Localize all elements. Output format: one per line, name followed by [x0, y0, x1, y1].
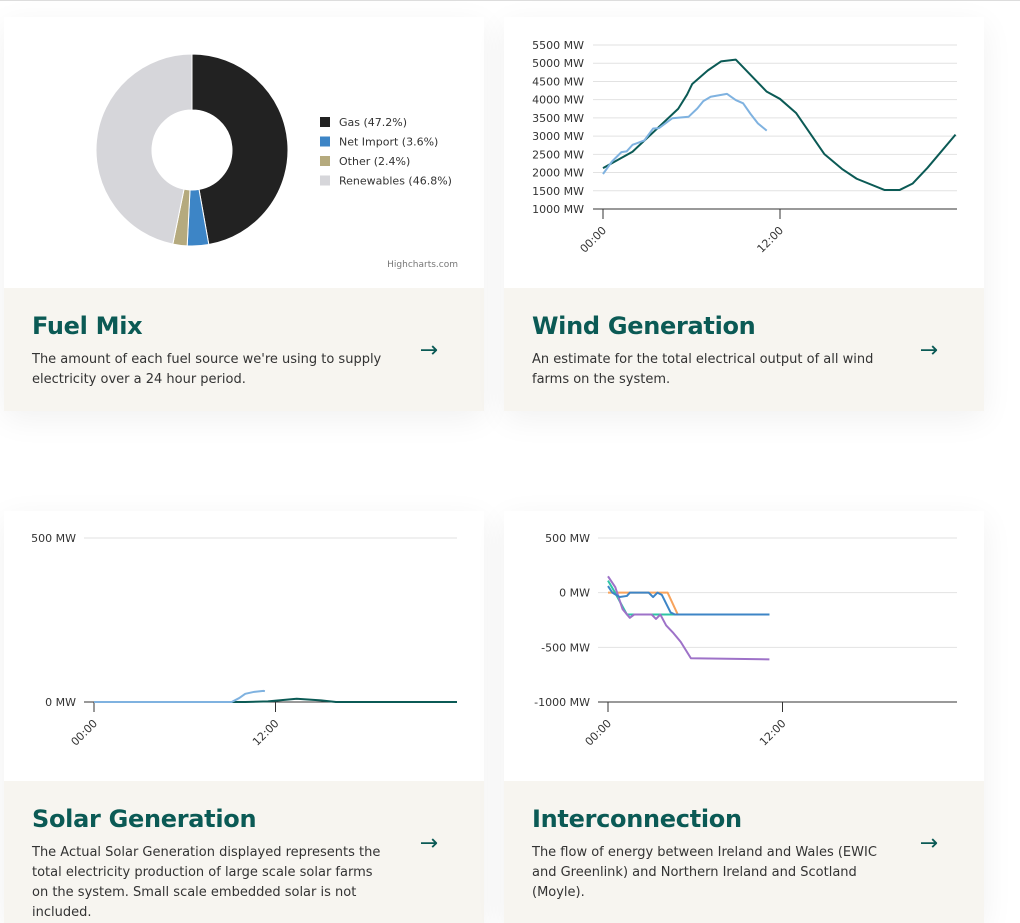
legend-swatch: [320, 117, 330, 127]
y-tick-label: 3000 MW: [532, 130, 584, 143]
y-tick-label: 2500 MW: [532, 148, 584, 161]
wind-generation-chart: 1000 MW 1500 MW 2000 MW 2500 MW 3000 MW 3500 …: [504, 17, 984, 288]
x-tick-label: 00:00: [69, 717, 101, 749]
interconnection-card: -1000 MW -500 MW 0 MW 500 MW 00:00 12:00 Inte…: [504, 511, 984, 923]
x-tick-label: 12:00: [250, 717, 282, 749]
y-tick-label: 4500 MW: [532, 75, 584, 88]
card-title: Wind Generation: [532, 312, 756, 340]
highcharts-credits[interactable]: Highcharts.com: [387, 260, 458, 270]
y-tick-label: 500 MW: [31, 532, 76, 545]
card-title: Fuel Mix: [32, 312, 143, 340]
fuel-mix-card: Gas (47.2%) Net Import (3.6%) Other (2.4%)…: [4, 17, 484, 411]
x-tick-label: 00:00: [583, 717, 615, 749]
x-tick-label: 12:00: [755, 224, 787, 256]
card-description: The Actual Solar Generation displayed re…: [32, 845, 381, 920]
arrow-right-icon[interactable]: →: [919, 831, 938, 856]
y-tick-label: 1000 MW: [532, 203, 584, 216]
legend-swatch: [320, 136, 330, 147]
y-tick-label: 1500 MW: [532, 185, 584, 198]
arrow-right-icon[interactable]: →: [419, 831, 438, 856]
series-line: [608, 591, 770, 616]
arrow-right-icon[interactable]: →: [419, 338, 438, 363]
y-tick-label: -500 MW: [541, 641, 590, 654]
x-tick-label: 00:00: [578, 224, 610, 256]
legend-swatch: [320, 156, 330, 166]
legend-item: Other (2.4%): [339, 155, 410, 168]
legend-item: Net Import (3.6%): [339, 136, 438, 149]
wind-generation-card: 1000 MW 1500 MW 2000 MW 2500 MW 3000 MW 3500 …: [504, 17, 984, 411]
solar-generation-card: 0 MW 500 MW 00:00 12:00 Solar Generation Th…: [4, 511, 484, 923]
card-description: An estimate for the total electrical out…: [532, 352, 874, 387]
series-line: [94, 689, 266, 703]
y-tick-label: 500 MW: [545, 532, 590, 545]
card-description: The flow of energy between Ireland and W…: [532, 845, 877, 900]
series-line: [602, 92, 768, 175]
interconnection-chart: -1000 MW -500 MW 0 MW 500 MW 00:00 12:00: [504, 511, 984, 781]
series-line: [602, 58, 957, 192]
fuel-mix-chart: Gas (47.2%) Net Import (3.6%) Other (2.4%)…: [4, 17, 484, 288]
solar-generation-chart: 0 MW 500 MW 00:00 12:00: [4, 511, 484, 781]
y-tick-label: 5000 MW: [532, 57, 584, 70]
series-line: [607, 585, 770, 616]
legend-swatch: [320, 175, 330, 186]
x-tick-label: 12:00: [757, 717, 789, 749]
y-tick-label: 4000 MW: [532, 94, 584, 107]
y-tick-label: 3500 MW: [532, 112, 584, 125]
y-tick-label: 5500 MW: [532, 39, 584, 52]
series-line: [94, 697, 457, 703]
legend-item: Gas (47.2%): [339, 116, 407, 129]
y-tick-label: 0 MW: [559, 587, 590, 600]
pie-slice: [95, 53, 193, 245]
card-title: Interconnection: [532, 805, 742, 833]
card-title: Solar Generation: [32, 805, 257, 833]
y-tick-label: 2000 MW: [532, 167, 584, 180]
legend-item: Renewables (46.8%): [339, 175, 452, 188]
pie-slice: [191, 53, 289, 246]
card-description: The amount of each fuel source we're usi…: [32, 352, 382, 387]
y-tick-label: -1000 MW: [534, 696, 590, 709]
series-line: [607, 580, 770, 616]
series-line: [607, 575, 770, 661]
y-tick-label: 0 MW: [45, 696, 76, 709]
arrow-right-icon[interactable]: →: [919, 338, 938, 363]
